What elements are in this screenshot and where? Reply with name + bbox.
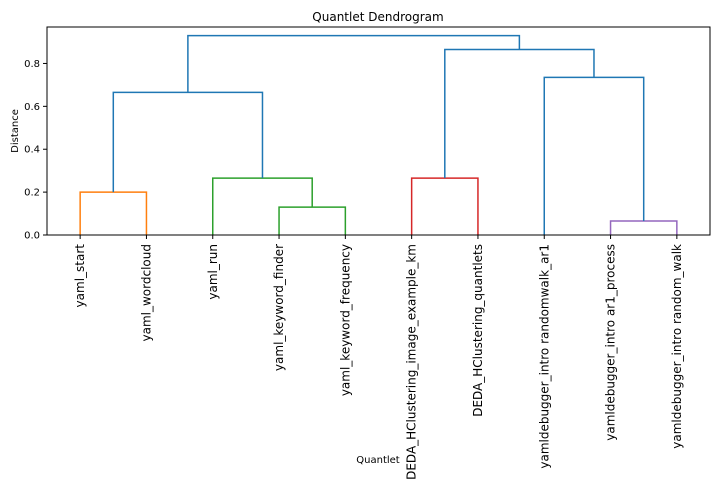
- leaf-label: yaml_start: [73, 244, 87, 308]
- dendrogram-link-1: [79, 191, 148, 235]
- leaf-label: yaml_keyword_frequency: [338, 244, 352, 396]
- dendrogram-link-2: [278, 206, 347, 235]
- chart-title: Quantlet Dendrogram: [312, 10, 443, 24]
- x-axis: yaml_start yaml_wordcloud yaml_run yaml_key…: [73, 235, 684, 480]
- y-tick-label: 0.8: [24, 59, 40, 70]
- dendrogram-link-7: [543, 76, 645, 235]
- y-tick-label: 0.6: [24, 102, 40, 113]
- dendrogram-link-6: [609, 220, 678, 235]
- dendrogram-link-8: [444, 48, 595, 179]
- dendrogram-link-9: [187, 34, 521, 93]
- y-tick-label: 0.0: [24, 231, 40, 242]
- leaf-label: yamldebugger_intro ar1_process: [604, 244, 618, 441]
- leaf-label: yaml_run: [206, 244, 220, 300]
- leaf-label: yamldebugger_intro random_walk: [670, 244, 684, 449]
- leaf-label: yaml_wordcloud: [139, 244, 153, 341]
- x-axis-label: Quantlet: [356, 455, 400, 466]
- leaf-label: yaml_keyword_finder: [272, 244, 286, 371]
- y-tick-label: 0.2: [24, 188, 40, 199]
- y-axis-label: Distance: [10, 109, 21, 153]
- y-tick-label: 0.4: [24, 145, 40, 156]
- leaf-label: DEDA_HClustering_quantlets: [471, 244, 485, 417]
- plot-frame: [46, 26, 711, 236]
- leaf-label: yamldebugger_intro randomwalk_ar1: [537, 244, 551, 469]
- y-axis: 0.0 0.2 0.4 0.6 0.8: [24, 59, 47, 242]
- dendrogram-link-4: [112, 91, 264, 193]
- leaf-label: DEDA_HClustering_image_example_km: [405, 244, 419, 480]
- dendrogram-links: [79, 34, 678, 235]
- dendrogram-link-5: [410, 177, 479, 235]
